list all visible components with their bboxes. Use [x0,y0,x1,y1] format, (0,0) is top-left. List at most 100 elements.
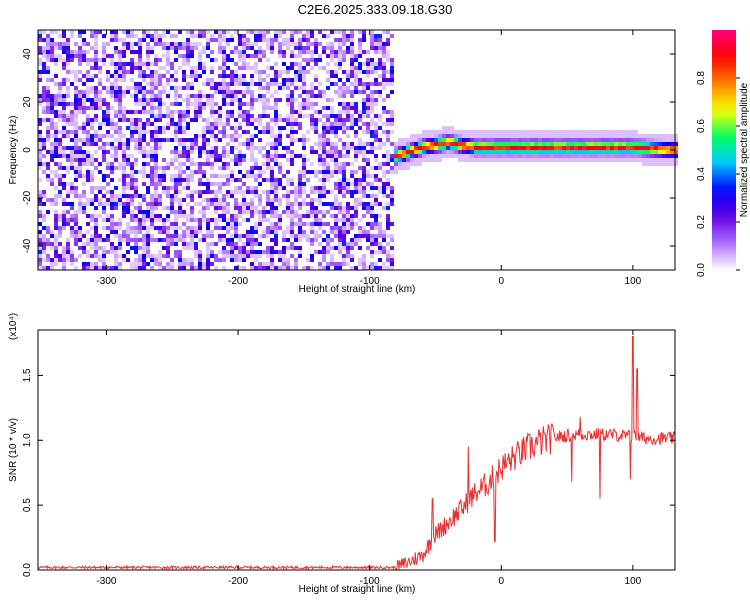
spectrogram-cell [118,102,122,106]
spectrogram-cell [310,54,314,58]
spectrogram-cell [206,246,210,250]
spectrogram-cell [170,158,174,162]
spectrogram-cell [250,66,254,70]
spectrogram-cell [362,214,366,218]
spectrogram-cell [142,154,146,158]
spectrogram-cell [354,58,358,62]
spectrogram-cell [258,210,262,214]
spectrogram-cell [270,206,274,210]
spectrogram-cell [218,258,222,262]
spectrogram-cell [150,170,154,174]
spectrogram-cell [86,266,90,270]
spectrogram-cell [150,166,154,170]
spectrogram-cell [146,50,150,54]
spectrogram-cell [214,110,218,114]
spectrogram-cell [358,82,362,86]
spectrogram-cell [342,206,346,210]
spectrogram-cell [258,166,262,170]
spectrogram-cell [158,42,162,46]
spectrogram-cell [354,242,358,246]
spectrogram-cell [602,150,606,154]
spectrogram-cell [566,150,570,154]
spectrogram-cell [42,50,46,54]
spectrogram-cell [50,234,54,238]
spectrogram-cell [126,86,130,90]
spectrogram-cell [250,186,254,190]
spectrogram-cell [498,146,502,150]
spectrogram-cell [266,66,270,70]
spectrogram-cell [198,58,202,62]
spectrogram-cell [114,74,118,78]
spectrogram-cell [66,134,70,138]
spectrogram-cell [278,182,282,186]
spectrogram-cell [466,138,470,142]
spectrogram-cell [226,194,230,198]
spectrogram-cell [318,190,322,194]
spectrogram-cell [670,138,674,142]
spectrogram-cell [210,202,214,206]
y-tick-label: 0 [22,147,33,153]
spectrogram-cell [42,98,46,102]
spectrogram-cell [402,154,406,158]
spectrogram-cell [370,90,374,94]
spectrogram-cell [238,54,242,58]
spectrogram-cell [438,138,442,142]
spectrogram-cell [54,198,58,202]
spectrogram-cell [538,138,542,142]
spectrogram-cell [90,246,94,250]
spectrogram-cell [618,134,622,138]
spectrogram-cell [254,118,258,122]
spectrogram-cell [398,146,402,150]
spectrogram-cell [178,54,182,58]
spectrogram-cell [134,266,138,270]
spectrogram-cell [38,230,42,234]
spectrogram-cell [38,250,42,254]
spectrogram-cell [234,138,238,142]
spectrogram-cell [174,214,178,218]
spectrogram-cell [94,30,98,34]
spectrogram-cell [42,54,46,58]
spectrogram-cell [214,210,218,214]
spectrogram-cell [570,130,574,134]
spectrogram-cell [270,158,274,162]
spectrogram-cell [286,194,290,198]
spectrogram-cell [358,230,362,234]
spectrogram-cell [134,158,138,162]
spectrogram-cell [522,150,526,154]
spectrogram-cell [238,134,242,138]
spectrogram-cell [286,226,290,230]
spectrogram-cell [654,134,658,138]
spectrogram-cell [206,254,210,258]
spectrogram-cell [186,218,190,222]
spectrogram-cell [158,114,162,118]
spectrogram-cell [226,118,230,122]
spectrogram-cell [526,134,530,138]
spectrogram-cell [342,258,346,262]
spectrogram-cell [622,150,626,154]
spectrogram-cell [334,50,338,54]
spectrogram-cell [286,42,290,46]
spectrogram-cell [318,154,322,158]
spectrogram-cell [138,246,142,250]
spectrogram-cell [418,162,422,166]
spectrogram-cell [46,50,50,54]
spectrogram-cell [134,130,138,134]
spectrogram-cell [330,154,334,158]
spectrogram-cell [74,226,78,230]
spectrogram-cell [518,150,522,154]
spectrogram-cell [102,142,106,146]
spectrogram-cell [338,114,342,118]
spectrogram-cell [202,238,206,242]
spectrogram-cell [390,246,394,250]
spectrogram-cell [66,210,70,214]
spectrogram-cell [114,198,118,202]
spectrogram-cell [270,230,274,234]
spectrogram-cell [294,98,298,102]
spectrogram-cell [246,130,250,134]
spectrogram-cell [318,134,322,138]
spectrogram-cell [222,62,226,66]
spectrogram-cell [378,62,382,66]
spectrogram-cell [430,130,434,134]
spectrogram-cell [54,98,58,102]
spectrogram-cell [334,126,338,130]
